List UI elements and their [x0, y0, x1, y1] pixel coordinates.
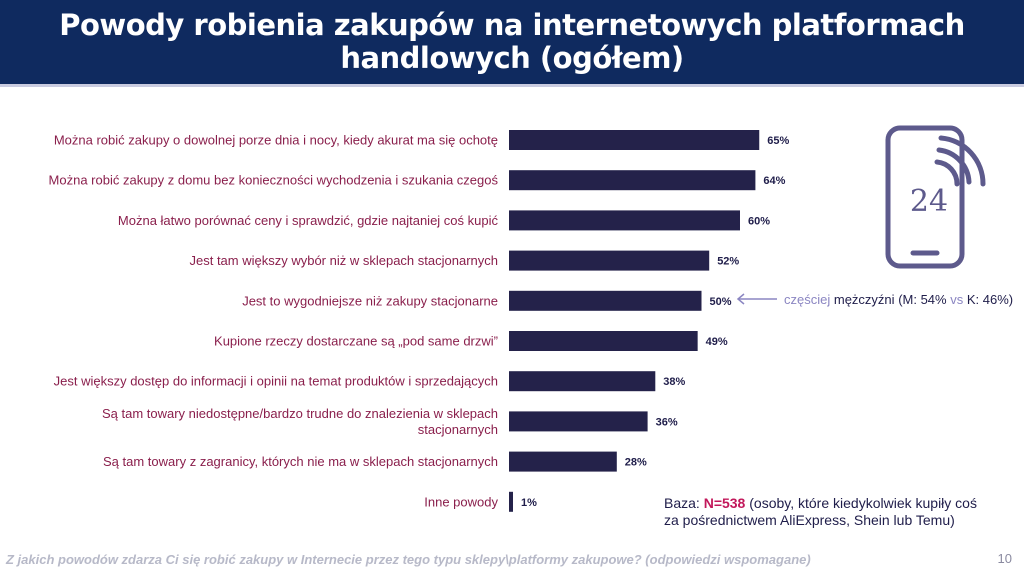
bar	[509, 451, 617, 472]
bar	[509, 411, 648, 432]
note-close: K: 46%)	[966, 292, 1014, 307]
svg-text:24: 24	[910, 184, 948, 219]
header-banner: Powody robienia zakupów na internetowych…	[0, 0, 1024, 84]
sample-base: Baza: N=538 (osoby, które kiedykolwiek k…	[664, 495, 994, 529]
category-label: Są tam towary z zagranicy, których nie m…	[103, 454, 498, 469]
data-label: 38%	[663, 376, 685, 388]
note-group: mężczyźni	[833, 292, 895, 307]
data-label: 50%	[710, 296, 732, 308]
data-label: 60%	[748, 215, 770, 227]
category-label: Można robić zakupy o dowolnej porze dnia…	[54, 133, 498, 148]
bar	[509, 210, 740, 231]
smartphone-24h-icon: 24	[885, 125, 986, 269]
survey-question: Z jakich powodów zdarza Ci się robić zak…	[6, 552, 811, 567]
bar	[509, 170, 756, 191]
bar	[509, 130, 760, 150]
note-prefix: częściej	[784, 292, 831, 307]
bar	[509, 331, 698, 351]
category-label: Inne powody	[424, 494, 498, 509]
bar	[509, 491, 513, 512]
note-open: (M: 54%	[898, 292, 947, 307]
base-n: N=538	[703, 495, 746, 511]
category-label: Można robić zakupy z domu bez koniecznoś…	[49, 173, 499, 188]
data-label: 28%	[625, 457, 647, 469]
base-label: Baza:	[664, 495, 700, 511]
category-label: Kupione rzeczy dostarczane są „pod same …	[214, 334, 498, 349]
gender-difference-note: częściej mężczyźni (M: 54% vs K: 46%)	[784, 292, 1013, 307]
note-vs: vs	[950, 292, 964, 307]
category-label: Są tam towary niedostępne/bardzo trudne …	[102, 406, 498, 437]
category-label: Jest tam większy wybór niż w sklepach st…	[189, 253, 498, 268]
bar	[509, 250, 710, 271]
data-label: 52%	[717, 256, 739, 268]
category-label: Można łatwo porównać ceny i sprawdzić, g…	[118, 213, 499, 228]
bar	[509, 290, 702, 311]
note-arrow	[736, 293, 777, 305]
page-title: Powody robienia zakupów na internetowych…	[59, 8, 965, 75]
data-label: 36%	[656, 416, 678, 428]
data-label: 65%	[767, 135, 789, 147]
category-label: Jest to wygodniejsze niż zakupy stacjona…	[242, 293, 498, 308]
category-label: Jest większy dostęp do informacji i opin…	[54, 374, 498, 389]
data-label: 49%	[706, 336, 728, 348]
base-description: (osoby, które kiedykolwiek kupiły coś za…	[664, 495, 977, 528]
page-number: 10	[997, 551, 1012, 566]
bar	[509, 371, 656, 392]
bars-layer: 65% Można robić zakupy o dowolnej porze d…	[49, 130, 789, 512]
data-label: 1%	[521, 497, 537, 509]
header-divider	[0, 84, 1024, 87]
data-label: 64%	[763, 175, 785, 187]
